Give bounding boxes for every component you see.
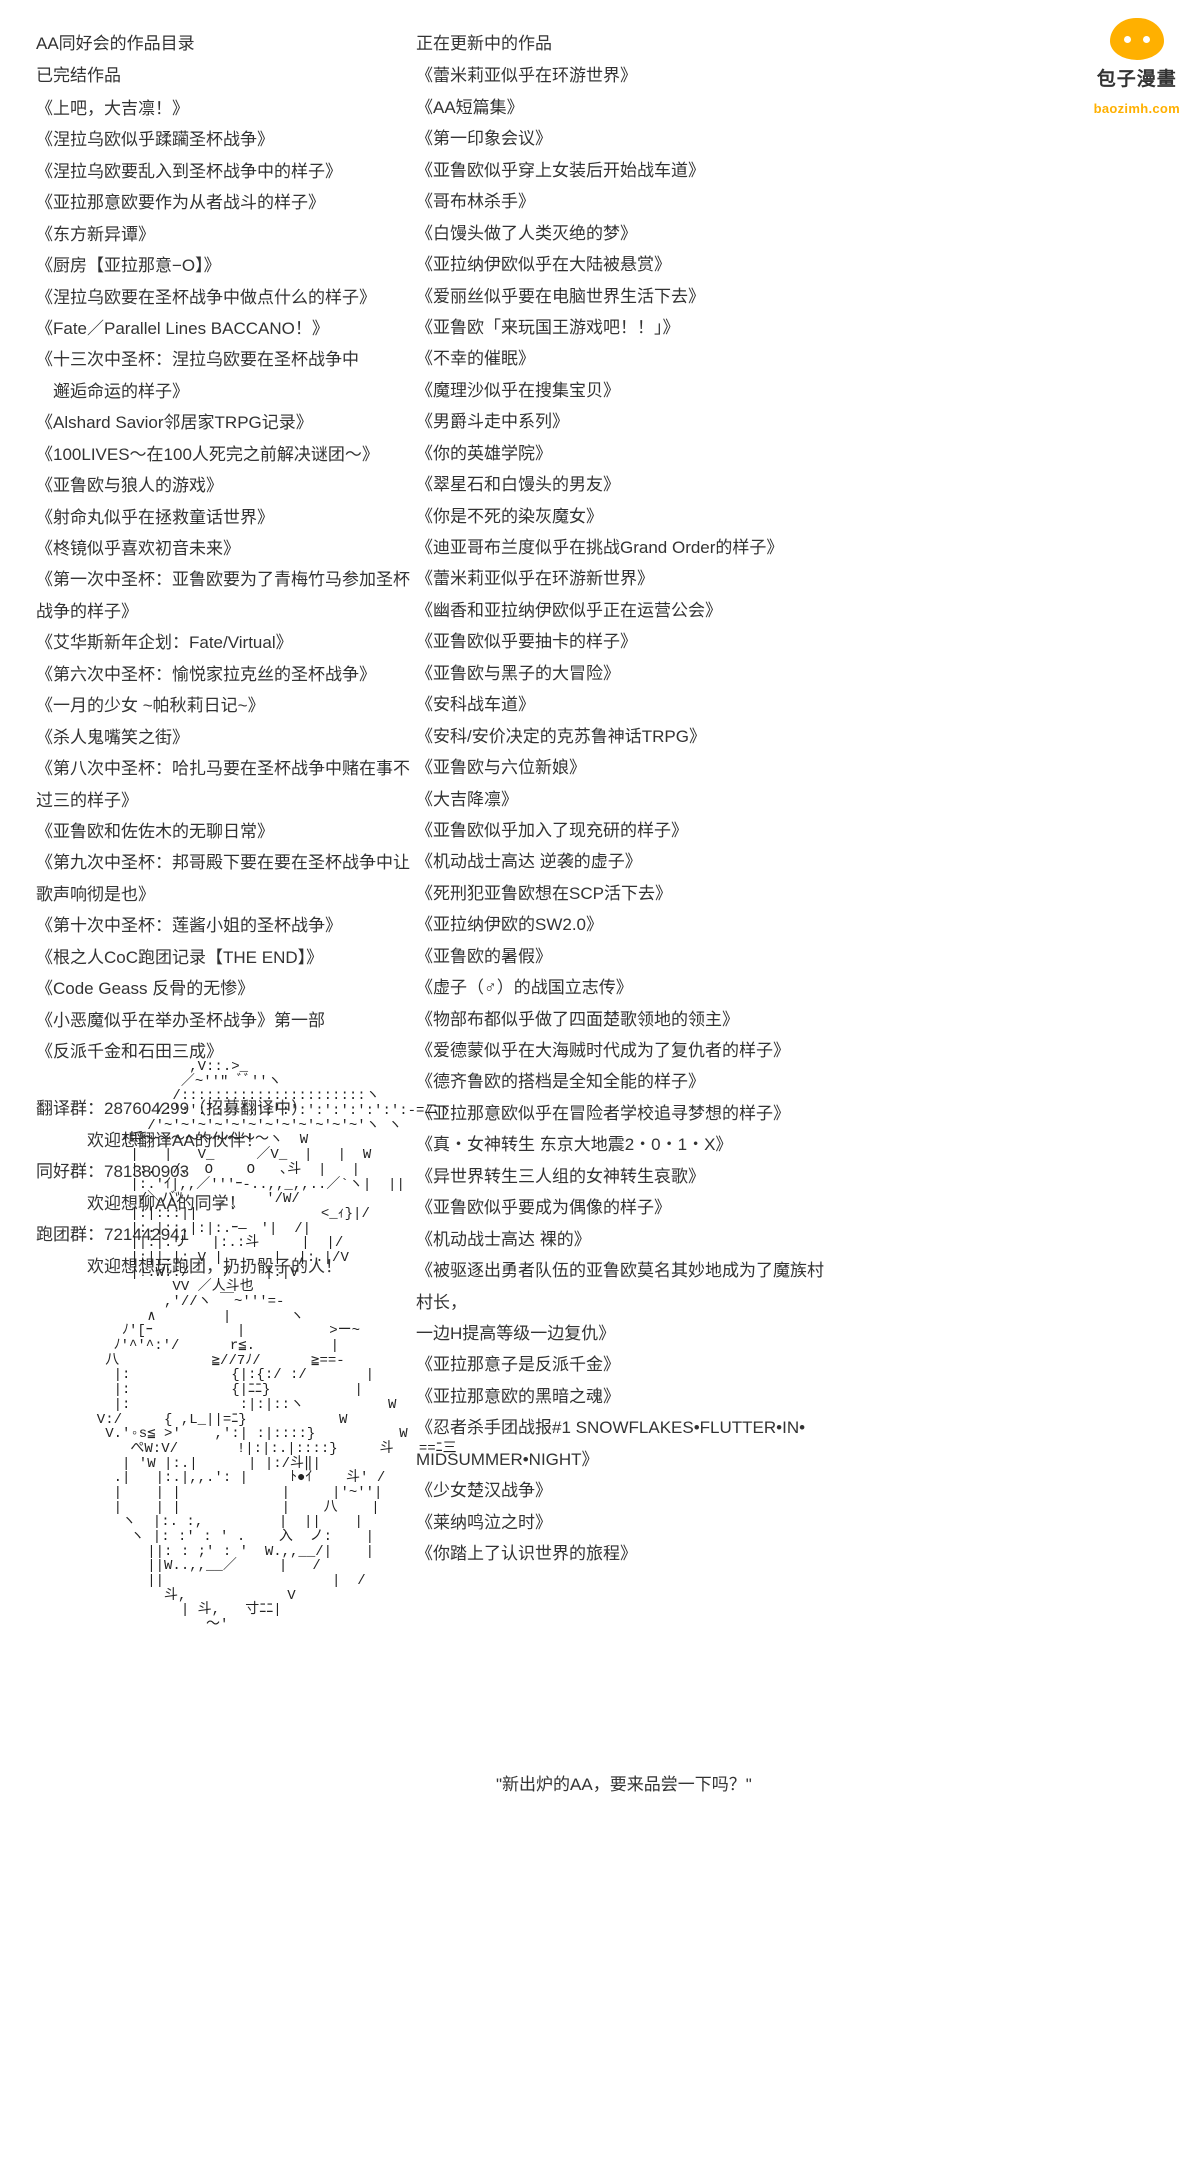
completed-item: 《杀人鬼嘴笑之街》 (36, 722, 416, 753)
updating-item: 《机动战士高达 裸的》 (416, 1224, 836, 1255)
updating-item: 《魔理沙似乎在搜集宝贝》 (416, 375, 836, 406)
watermark-logo: 包子漫畫 baozimh.com (1094, 18, 1180, 121)
completed-item: 《Fate／Parallel Lines BACCANO！》 (36, 313, 416, 344)
updating-item: 《物部布都似乎做了四面楚歌领地的领主》 (416, 1004, 836, 1035)
updating-item: 《机动战士高达 逆袭的虚子》 (416, 846, 836, 877)
completed-item: 《一月的少女 ~帕秋莉日记~》 (36, 690, 416, 721)
updating-heading: 正在更新中的作品 (416, 28, 836, 59)
completed-list: 《上吧，大吉凛！》《涅拉乌欧似乎蹂躏圣杯战争》《涅拉乌欧要乱入到圣杯战争中的样子… (36, 93, 416, 1068)
updating-item: 《亚鲁欧似乎要抽卡的样子》 (416, 626, 836, 657)
completed-item: 《上吧，大吉凛！》 (36, 93, 416, 124)
completed-item: 《小恶魔似乎在举办圣杯战争》第一部 (36, 1005, 416, 1036)
bun-icon (1110, 18, 1164, 60)
updating-item: 《你是不死的染灰魔女》 (416, 501, 836, 532)
updating-item: 《亚鲁欧与黑子的大冒险》 (416, 658, 836, 689)
completed-item: 《第八次中圣杯：哈扎马要在圣杯战争中赌在事不过三的样子》 (36, 753, 416, 816)
watermark-en: baozimh.com (1094, 97, 1180, 121)
updating-item: 《你踏上了认识世界的旅程》 (416, 1538, 836, 1569)
updating-item: 《蕾米莉亚似乎在环游新世界》 (416, 563, 836, 594)
completed-item: 《第一次中圣杯：亚鲁欧要为了青梅竹马参加圣杯战争的样子》 (36, 564, 416, 627)
updating-item: 《安科战车道》 (416, 689, 836, 720)
updating-item: 《翠星石和白馒头的男友》 (416, 469, 836, 500)
updating-item: 《亚拉纳伊欧似乎在大陆被悬赏》 (416, 249, 836, 280)
updating-item: 《安科/安价决定的克苏鲁神话TRPG》 (416, 721, 836, 752)
completed-heading: 已完结作品 (36, 60, 416, 91)
updating-item: 《虚子（♂）的战国立志传》 (416, 972, 836, 1003)
completed-item: 《第六次中圣杯：愉悦家拉克丝的圣杯战争》 (36, 659, 416, 690)
updating-item: 《亚鲁欧的暑假》 (416, 941, 836, 972)
completed-item: 《亚鲁欧与狼人的游戏》 (36, 470, 416, 501)
updating-item: 《德齐鲁欧的搭档是全知全能的样子》 (416, 1066, 836, 1097)
updating-item: 《亚鲁欧「来玩国王游戏吧！！」》 (416, 312, 836, 343)
right-column: 正在更新中的作品 《蕾米莉亚似乎在环游世界》《AA短篇集》《第一印象会议》《亚鲁… (416, 28, 836, 1801)
updating-item: 《亚拉那意欧似乎在冒险者学校追寻梦想的样子》 (416, 1098, 836, 1129)
updating-item: 《异世界转生三人组的女神转生哀歌》 (416, 1161, 836, 1192)
completed-item: 《第九次中圣杯：邦哥殿下要在要在圣杯战争中让歌声响彻是也》 (36, 847, 416, 910)
updating-item: 《不幸的催眠》 (416, 343, 836, 374)
completed-item: 《十三次中圣杯：涅拉乌欧要在圣杯战争中 邂逅命运的样子》 (36, 344, 416, 407)
catalog-heading: AA同好会的作品目录 (36, 28, 416, 59)
updating-item: 《爱德蒙似乎在大海贼时代成为了复仇者的样子》 (416, 1035, 836, 1066)
updating-item: 《你的英雄学院》 (416, 438, 836, 469)
completed-item: 《涅拉乌欧要在圣杯战争中做点什么的样子》 (36, 282, 416, 313)
updating-item: 《亚鲁欧似乎加入了现充研的样子》 (416, 815, 836, 846)
updating-item: 《亚拉纳伊欧的SW2.0》 (416, 909, 836, 940)
updating-item: 《大吉降凛》 (416, 784, 836, 815)
completed-item: 《根之人CoC跑团记录【THE END】》 (36, 942, 416, 973)
completed-item: 《射命丸似乎在拯救童话世界》 (36, 502, 416, 533)
updating-item: 《莱纳鸣泣之时》 (416, 1507, 836, 1538)
updating-item: 《死刑犯亚鲁欧想在SCP活下去》 (416, 878, 836, 909)
updating-item: 《亚拉那意欧的黑暗之魂》 (416, 1381, 836, 1412)
updating-item: 《亚拉那意子是反派千金》 (416, 1349, 836, 1380)
completed-item: 《100LIVES～在100人死完之前解决谜团～》 (36, 439, 416, 470)
updating-item: 《AA短篇集》 (416, 92, 836, 123)
completed-item: 《涅拉乌欧要乱入到圣杯战争中的样子》 (36, 156, 416, 187)
updating-item: 《第一印象会议》 (416, 123, 836, 154)
watermark-cn: 包子漫畫 (1094, 62, 1180, 97)
completed-item: 《第十次中圣杯：莲酱小姐的圣杯战争》 (36, 910, 416, 941)
completed-item: 《亚鲁欧和佐佐木的无聊日常》 (36, 816, 416, 847)
completed-item: 《涅拉乌欧似乎蹂躏圣杯战争》 (36, 124, 416, 155)
quote-text: "新出炉的AA，要来品尝一下吗？" (416, 1769, 836, 1800)
updating-item: 《哥布林杀手》 (416, 186, 836, 217)
updating-item: 《白馒头做了人类灭绝的梦》 (416, 218, 836, 249)
updating-item: 《亚鲁欧与六位新娘》 (416, 752, 836, 783)
completed-item: 《柊镜似乎喜欢初音未来》 (36, 533, 416, 564)
updating-item: 《蕾米莉亚似乎在环游世界》 (416, 60, 836, 91)
updating-item: 《男爵斗走中系列》 (416, 406, 836, 437)
updating-item: 《亚鲁欧似乎穿上女装后开始战车道》 (416, 155, 836, 186)
updating-list: 《蕾米莉亚似乎在环游世界》《AA短篇集》《第一印象会议》《亚鲁欧似乎穿上女装后开… (416, 60, 836, 1569)
completed-item: 《Alshard Savior邻居家TRPG记录》 (36, 407, 416, 438)
updating-item: 《爱丽丝似乎要在电脑世界生活下去》 (416, 281, 836, 312)
completed-item: 《东方新异谭》 (36, 219, 416, 250)
updating-item: 《被驱逐出勇者队伍的亚鲁欧莫名其妙地成为了魔族村村长， 一边H提高等级一边复仇》 (416, 1255, 836, 1349)
completed-item: 《亚拉那意欧要作为从者战斗的样子》 (36, 187, 416, 218)
completed-item: 《厨房【亚拉那意−O】》 (36, 250, 416, 281)
completed-item: 《Code Geass 反骨的无惨》 (36, 973, 416, 1004)
updating-item: 《亚鲁欧似乎要成为偶像的样子》 (416, 1192, 836, 1223)
updating-item: 《幽香和亚拉纳伊欧似乎正在运营公会》 (416, 595, 836, 626)
updating-item: 《迪亚哥布兰度似乎在挑战Grand Order的样子》 (416, 532, 836, 563)
updating-item: 《忍者杀手团战报#1 SNOWFLAKES•FLUTTER•IN• MIDSUM… (416, 1412, 836, 1475)
updating-item: 《少女楚汉战争》 (416, 1475, 836, 1506)
ascii-art: ,V::.>_ ／~''" ﾞﾞ''ヽ /:::::::::::::::::::… (80, 1060, 457, 1633)
completed-item: 《艾华斯新年企划：Fate/Virtual》 (36, 627, 416, 658)
updating-item: 《真・女神转生 东京大地震2・0・1・X》 (416, 1129, 836, 1160)
